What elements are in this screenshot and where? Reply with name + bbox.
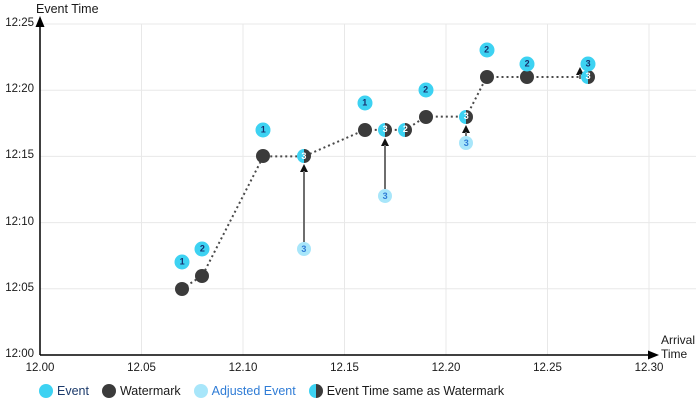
adjustment-arrow-head-icon [575, 67, 584, 76]
x-tick-label: 12.10 [228, 362, 258, 374]
event-at-watermark-bubble: 2 [398, 122, 413, 137]
legend-item-adjusted: Adjusted Event [193, 384, 296, 398]
adjustment-arrow-stem [578, 74, 581, 79]
y-tick-label: 12:20 [5, 83, 34, 96]
event-bubble: 2 [194, 241, 210, 257]
legend-label-adjusted: Adjusted Event [211, 384, 296, 398]
legend-marker-same [308, 384, 323, 398]
legend-item-event: Event [39, 384, 89, 398]
legend-item-watermark: Watermark [101, 384, 181, 398]
legend-label-same: Event Time same as Watermark [326, 384, 505, 398]
x-axis-title-line2: Time [661, 346, 688, 361]
y-tick-label: 12:05 [5, 281, 34, 294]
watermark-dot [195, 268, 210, 283]
adjustment-arrow-head-icon [381, 137, 390, 146]
watermark-dot [520, 69, 535, 84]
x-axis-title-line1: Arrival [661, 333, 696, 347]
watermark-dot [357, 122, 372, 137]
event-bubble: 1 [255, 122, 271, 138]
event-at-watermark-bubble: 3 [296, 149, 311, 164]
y-axis-arrow-icon [35, 16, 45, 27]
watermark-dot [175, 281, 190, 296]
adjusted-event-bubble: 3 [378, 189, 393, 204]
legend-marker-event [39, 384, 53, 398]
x-tick-label: 12.30 [634, 362, 664, 374]
event-bubble: 3 [580, 56, 596, 72]
event-bubble: 2 [479, 42, 495, 58]
watermark-dot [418, 109, 433, 124]
legend-marker-adjusted [193, 384, 208, 398]
y-tick-label: 12:25 [5, 17, 34, 29]
event-at-watermark-bubble: 3 [378, 122, 393, 137]
x-tick-label: 12.05 [127, 362, 156, 374]
x-axis-arrow-icon [648, 350, 659, 360]
y-axis-title: Event Time [36, 2, 99, 16]
watermark-dot [479, 69, 494, 84]
x-tick-label: 12.00 [25, 362, 55, 374]
event-bubble: 2 [418, 82, 434, 98]
x-tick-label: 12.25 [533, 362, 562, 374]
adjusted-event-bubble: 3 [296, 242, 311, 257]
event-at-watermark-bubble: 3 [459, 109, 474, 124]
adjustment-arrow-head-icon [462, 124, 471, 133]
adjustment-arrow-head-icon [299, 164, 308, 173]
watermark-dot [256, 149, 271, 164]
event-at-watermark-bubble: 3 [581, 69, 596, 84]
adjustment-arrow-stem [384, 144, 387, 190]
y-tick-label: 12:00 [5, 348, 34, 360]
chart-legend: Event Watermark Adjusted Event Event Time s… [39, 383, 504, 399]
event-bubble: 1 [174, 254, 190, 270]
legend-item-same: Event Time same as Watermark [308, 384, 505, 398]
x-tick-label: 12.20 [431, 362, 461, 374]
adjustment-arrow-stem [302, 171, 305, 243]
y-tick-label: 12:15 [5, 149, 34, 162]
x-tick-label: 12.15 [330, 362, 359, 374]
event-bubble: 2 [519, 56, 535, 72]
legend-marker-watermark [101, 384, 116, 398]
legend-label-watermark: Watermark [119, 384, 181, 398]
adjusted-event-bubble: 3 [459, 136, 474, 151]
legend-label-event: Event [57, 384, 89, 398]
y-tick-label: 12:10 [5, 215, 34, 228]
x-axis-title: Arrival Time [661, 333, 696, 361]
event-bubble: 1 [357, 95, 373, 111]
adjustment-arrow-stem [465, 131, 468, 137]
